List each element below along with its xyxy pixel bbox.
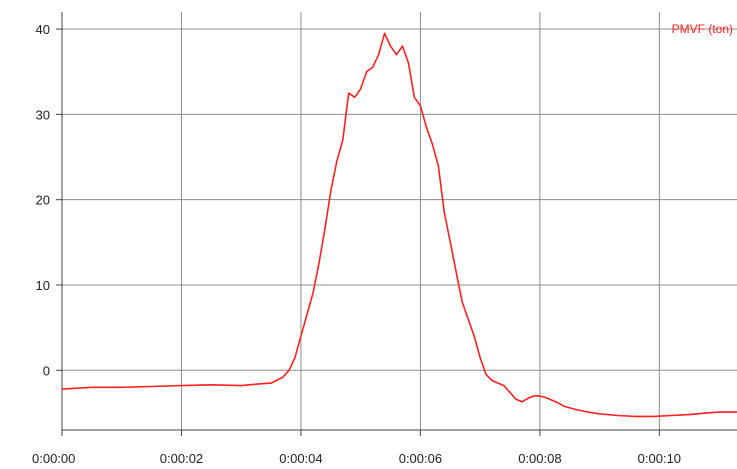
data-point <box>372 66 374 68</box>
data-point <box>551 399 553 401</box>
data-point <box>300 335 302 337</box>
data-point <box>151 385 153 388</box>
data-point <box>395 54 398 56</box>
data-point <box>616 414 619 417</box>
data-point <box>342 139 344 141</box>
plot-area <box>62 12 737 430</box>
y-tick-label: 0 <box>43 363 50 378</box>
data-point <box>413 96 415 98</box>
data-point <box>401 45 404 47</box>
data-point <box>491 379 493 382</box>
y-tick-label: 10 <box>36 278 50 293</box>
x-tick-label: 0:00:08 <box>518 451 561 466</box>
data-point <box>575 408 577 411</box>
data-point <box>563 405 565 407</box>
data-point <box>121 386 123 388</box>
data-point <box>539 395 541 397</box>
data-point <box>545 397 547 399</box>
data-point <box>91 386 93 388</box>
data-point <box>557 402 559 404</box>
y-tick-label: 40 <box>36 22 50 37</box>
data-point <box>670 414 672 417</box>
data-point <box>330 190 332 192</box>
data-point <box>288 369 290 371</box>
data-point <box>378 54 380 56</box>
data-point <box>455 271 457 273</box>
data-point <box>706 412 708 414</box>
legend-entry-pmvf: PMVF (ton) <box>672 22 733 36</box>
data-point <box>389 45 392 47</box>
data-point <box>479 356 481 359</box>
data-point <box>384 32 386 34</box>
data-point <box>497 382 499 384</box>
data-point <box>718 411 720 413</box>
data-point <box>210 384 212 386</box>
y-tick-labels: 40 30 20 10 0 <box>36 22 50 378</box>
data-point <box>425 126 427 128</box>
y-tick-label: 20 <box>36 193 50 208</box>
data-point <box>503 385 505 387</box>
x-tick-label: 0:00:06 <box>399 451 442 466</box>
data-point <box>599 413 601 415</box>
data-point <box>360 88 362 90</box>
data-point <box>527 397 529 399</box>
data-point <box>306 314 308 316</box>
data-point <box>294 356 296 359</box>
series-line-pmvf <box>61 32 737 418</box>
data-point <box>180 385 183 387</box>
data-point <box>449 241 451 243</box>
data-point <box>461 301 463 303</box>
data-point <box>419 105 421 107</box>
data-point <box>443 211 445 214</box>
data-point <box>270 382 272 384</box>
data-point <box>437 165 439 167</box>
data-point <box>318 263 320 265</box>
data-point <box>634 415 637 417</box>
data-point <box>348 92 350 94</box>
x-tick-labels: 0:00:00 0:00:02 0:00:04 0:00:06 0:00:08 0:00:… <box>32 451 681 466</box>
data-point <box>366 71 368 73</box>
data-point <box>688 414 690 416</box>
data-point <box>407 62 410 64</box>
x-tick-label: 0:00:02 <box>160 451 203 466</box>
data-point <box>240 385 242 387</box>
data-point <box>515 398 517 400</box>
data-point <box>509 391 511 394</box>
data-point <box>521 401 523 403</box>
data-point <box>473 335 475 337</box>
x-tick-label: 0:00:04 <box>279 451 322 466</box>
data-point <box>587 411 589 413</box>
data-point <box>324 228 326 231</box>
axes <box>61 12 737 431</box>
data-point <box>61 388 63 390</box>
data-point <box>282 376 284 378</box>
data-point <box>258 383 260 385</box>
data-point <box>652 415 655 417</box>
data-point <box>354 96 356 98</box>
y-tick-label: 30 <box>36 107 50 122</box>
data-point <box>312 292 314 295</box>
data-point <box>485 374 487 376</box>
x-tick-label: 0:00:10 <box>638 451 681 466</box>
data-point <box>467 318 469 320</box>
x-tick-label: 0:00:00 <box>32 451 75 466</box>
data-point <box>533 395 535 397</box>
data-point <box>431 143 433 145</box>
data-point <box>336 160 338 162</box>
